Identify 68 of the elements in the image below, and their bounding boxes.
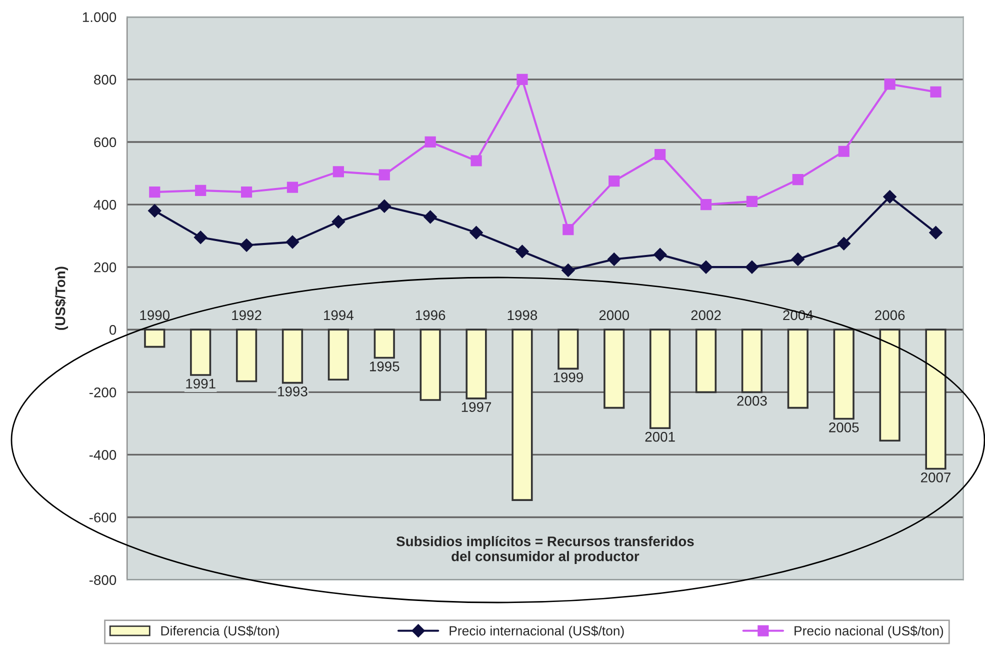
legend-label: Diferencia (US$/ton) [161, 626, 279, 638]
point [838, 146, 850, 157]
point [929, 226, 942, 240]
point [149, 186, 160, 198]
x-tick-label: 2000 [599, 310, 630, 320]
x-tick-label: 1999 [554, 372, 583, 382]
point [699, 260, 713, 274]
point [562, 224, 574, 236]
y-tick-label: 200 [94, 262, 116, 272]
point [195, 184, 206, 196]
y-tick-label: 600 [94, 137, 116, 148]
point [470, 155, 482, 166]
x-tick-label: 1990 [140, 310, 170, 320]
point [653, 248, 667, 262]
point [240, 238, 254, 252]
x-tick-label: 1995 [370, 362, 400, 372]
point [378, 200, 391, 213]
y-tick-label: -400 [89, 450, 116, 460]
point [884, 78, 896, 90]
point [194, 230, 208, 244]
annotation: Subsidios implícitos = Recursos transferidos del consumidor al productor [396, 536, 694, 564]
x-tick-label: 2006 [875, 310, 905, 320]
point [791, 252, 805, 266]
y-tick-label: 1.000 [82, 12, 116, 22]
point [837, 237, 850, 250]
point [930, 86, 942, 98]
point [608, 176, 620, 187]
point [286, 182, 298, 193]
point [332, 215, 346, 228]
x-tick-label: 2003 [737, 396, 767, 406]
point [148, 204, 162, 218]
y-tick-label: 800 [94, 74, 116, 85]
x-tick-label: 2007 [921, 472, 951, 482]
x-tick-label: 1997 [462, 402, 492, 412]
point [424, 210, 437, 224]
y-tick-label: -800 [89, 575, 116, 585]
point [792, 174, 804, 186]
y-tick-label: 0 [109, 324, 116, 335]
x-tick-label: 1993 [278, 386, 308, 396]
x-tick-label: 1996 [416, 310, 446, 320]
point [240, 186, 252, 198]
y-tick-label: -200 [89, 388, 116, 398]
point [332, 166, 344, 178]
x-tick-label: 2005 [829, 422, 859, 432]
point [654, 148, 666, 160]
point [883, 190, 896, 204]
point [700, 198, 712, 210]
point [424, 136, 436, 148]
point [562, 264, 575, 277]
point [286, 235, 300, 249]
y-tick-label: -600 [89, 512, 116, 522]
x-tick-label: 2002 [691, 310, 721, 320]
legend-label: Precio internacional (US$/ton) [450, 626, 624, 638]
y-axis-title: (US$/Ton) [54, 266, 68, 330]
legend-label: Precio nacional (US$/ton) [794, 626, 944, 638]
x-tick-label: 1994 [324, 310, 354, 320]
point [745, 260, 759, 274]
y-tick-label: 400 [94, 200, 116, 210]
x-tick-label: 2001 [645, 432, 675, 442]
x-tick-label: 1992 [232, 310, 262, 320]
point [516, 244, 529, 258]
point [516, 74, 528, 85]
point [746, 196, 758, 207]
point [378, 169, 390, 180]
x-tick-label: 1998 [508, 310, 538, 320]
x-tick-label: 1991 [186, 378, 216, 389]
point [470, 226, 483, 240]
point [608, 252, 621, 266]
